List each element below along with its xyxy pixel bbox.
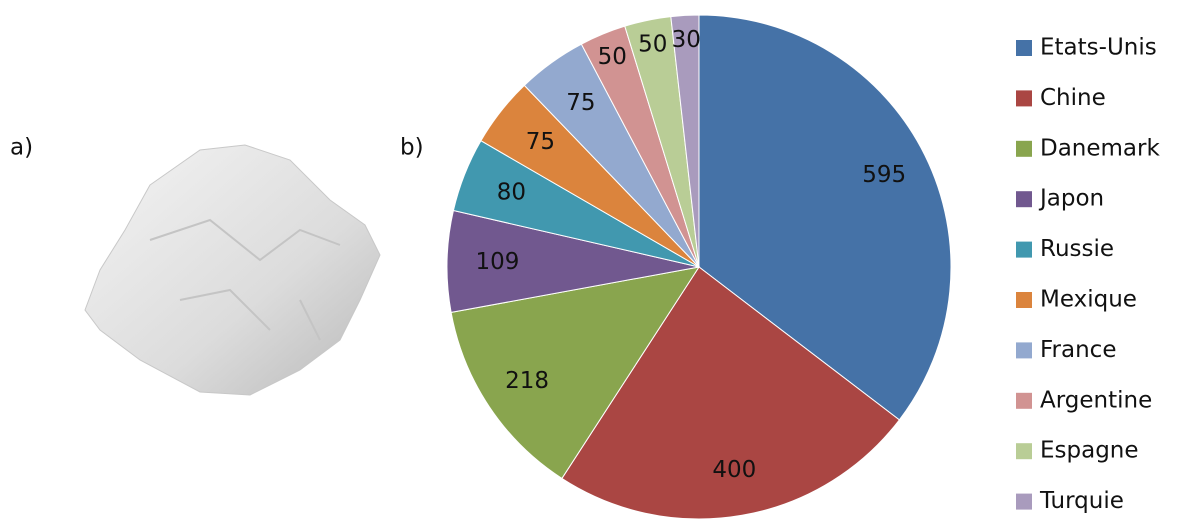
legend-swatch <box>1016 342 1032 359</box>
legend-swatch <box>1016 191 1032 208</box>
legend-label: Japon <box>1038 186 1104 212</box>
legend-label: Danemark <box>1040 135 1160 161</box>
legend-label: Etats-Unis <box>1040 35 1157 61</box>
legend-swatch <box>1016 392 1032 409</box>
legend-label: Argentine <box>1040 387 1152 413</box>
value-label: 75 <box>566 90 595 116</box>
value-label: 595 <box>862 162 906 188</box>
legend: Etats-Unis Chine Danemark Japon Russie Mexiqu… <box>1016 35 1160 514</box>
rock <box>84 144 381 396</box>
legend-swatch <box>1016 493 1032 510</box>
pie-slice <box>450 266 701 480</box>
value-label: 80 <box>497 180 526 206</box>
legend-label: Chine <box>1040 85 1106 111</box>
legend-swatch <box>1016 292 1032 308</box>
pie-slice <box>670 14 700 268</box>
legend-swatch <box>1016 140 1032 157</box>
legend-label: Mexique <box>1040 287 1137 313</box>
panel-label: a) <box>10 135 33 161</box>
legend-label: Russie <box>1040 236 1114 262</box>
value-label: 50 <box>598 44 627 70</box>
rock-image <box>84 144 381 396</box>
value-label: 30 <box>672 27 701 53</box>
value-label: 75 <box>526 129 555 155</box>
legend-label: Espagne <box>1040 438 1139 464</box>
legend-swatch <box>1016 443 1032 460</box>
legend-swatch <box>1016 241 1032 258</box>
value-label: 109 <box>475 249 519 275</box>
value-label: 50 <box>638 31 667 57</box>
value-label: 400 <box>712 457 756 483</box>
pie-slice <box>698 14 952 421</box>
value-label: 218 <box>505 368 549 394</box>
legend-label: Turquie <box>1039 488 1124 514</box>
legend-swatch <box>1016 90 1032 107</box>
legend-swatch <box>1016 40 1032 56</box>
legend-label: France <box>1040 337 1116 363</box>
rock-texture <box>149 218 341 341</box>
panel-label: b) <box>400 135 424 161</box>
pie-slice <box>561 266 901 520</box>
